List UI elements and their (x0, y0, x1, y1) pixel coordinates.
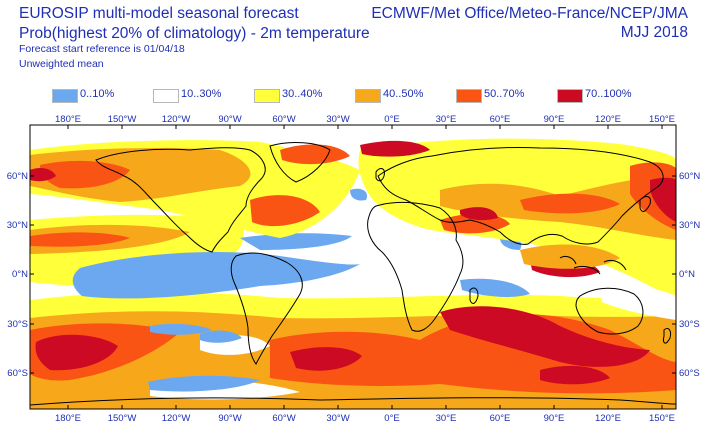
coastline-africa (367, 201, 464, 332)
lon-label: 60°W (272, 413, 295, 424)
lon-label: 90°W (218, 413, 241, 424)
legend-swatch (355, 89, 381, 103)
lon-label: 30°E (436, 413, 457, 424)
shade-70-100 (290, 347, 362, 371)
map-panel: 180°E 150°W 120°W 90°W 60°W 30°W 0°E 30°… (0, 110, 706, 439)
coastline-north-america (95, 147, 266, 253)
legend-label: 0..10% (80, 88, 115, 100)
lon-label: 0°E (384, 114, 399, 125)
shade-10-30 (600, 287, 676, 320)
lon-labels-top: 180°E 150°W 120°W 90°W 60°W 30°W 0°E 30°… (55, 114, 675, 125)
shade-50-70 (30, 232, 130, 247)
lon-label: 30°E (436, 114, 457, 125)
coastline-madagascar (469, 287, 479, 304)
lat-labels-right: 60°N 30°N 0°N 30°S 60°S (679, 171, 700, 379)
lat-label: 30°N (679, 220, 700, 231)
shade-70-100 (35, 334, 118, 371)
lon-label: 180°E (55, 114, 81, 125)
shade-50-70 (280, 144, 350, 165)
shade-70-100 (460, 207, 498, 221)
centres-label: ECMWF/Met Office/Meteo-France/NCEP/JMA (371, 5, 688, 22)
shade-70-100 (360, 140, 430, 157)
lat-label: 60°N (7, 171, 28, 182)
shade-0-10 (350, 188, 368, 201)
lon-label: 120°E (595, 413, 621, 424)
lat-label: 0°N (12, 269, 28, 280)
legend-label: 70..100% (585, 88, 632, 100)
lat-label: 0°N (679, 269, 695, 280)
shade-70-100 (30, 168, 56, 182)
lon-label: 60°W (272, 114, 295, 125)
weighting-note: Unweighted mean (19, 58, 104, 70)
coastline-uk (375, 168, 385, 182)
coastline-australia (575, 287, 644, 335)
lon-label: 150°E (649, 413, 675, 424)
axis-ticks (30, 125, 676, 409)
shade-70-100 (650, 177, 676, 222)
coastline-islands (559, 255, 627, 275)
lon-label: 90°W (218, 114, 241, 125)
lat-label: 30°S (7, 319, 28, 330)
lon-label: 180°E (55, 413, 81, 424)
coastlines (30, 142, 676, 406)
map-subtitle: Prob(highest 20% of climatology) - 2m te… (19, 25, 370, 42)
probability-field (30, 125, 676, 409)
shade-0-10 (200, 330, 242, 343)
lon-label: 60°E (490, 413, 511, 424)
legend-label: 40..50% (383, 88, 424, 100)
lon-label: 30°W (326, 114, 349, 125)
lon-label: 120°W (162, 413, 191, 424)
shade-0-10 (148, 375, 260, 392)
shade-40-50 (520, 244, 620, 269)
legend-swatch (153, 89, 179, 103)
lat-labels-left: 60°N 30°N 0°N 30°S 60°S (7, 171, 28, 379)
legend-swatch (52, 89, 78, 103)
lon-label: 90°E (544, 413, 565, 424)
shade-10-30 (380, 227, 450, 250)
coastline-antarctica (30, 397, 676, 406)
lat-label: 30°S (679, 319, 700, 330)
period-label: MJJ 2018 (620, 24, 688, 41)
shade-0-10 (150, 323, 212, 335)
lon-label: 60°E (490, 114, 511, 125)
lon-label: 150°E (649, 114, 675, 125)
legend-swatch (254, 89, 280, 103)
shade-0-10 (240, 233, 352, 250)
lon-label: 120°E (595, 114, 621, 125)
map-title: EUROSIP multi-model seasonal forecast (19, 5, 299, 22)
lon-label: 150°W (108, 413, 137, 424)
lat-label: 60°S (679, 368, 700, 379)
shade-70-100 (540, 365, 610, 385)
shade-50-70 (250, 195, 320, 227)
lon-label: 30°W (326, 413, 349, 424)
legend-swatch (456, 89, 482, 103)
forecast-map: 180°E 150°W 120°W 90°W 60°W 30°W 0°E 30°… (7, 114, 701, 424)
lon-label: 0°E (384, 413, 399, 424)
lon-label: 90°E (544, 114, 565, 125)
coastline-new-zealand (663, 327, 671, 344)
legend-label: 10..30% (181, 88, 222, 100)
coastline-south-america (230, 252, 303, 365)
lon-label: 120°W (162, 114, 191, 125)
legend-label: 30..40% (282, 88, 323, 100)
lon-labels-bottom: 180°E 150°W 120°W 90°W 60°W 30°W 0°E 30°… (55, 413, 675, 424)
lat-label: 60°S (7, 368, 28, 379)
legend-swatch (557, 89, 583, 103)
shade-50-70 (520, 193, 620, 214)
lat-label: 30°N (7, 220, 28, 231)
shade-70-100 (440, 306, 650, 367)
coastline-japan (639, 196, 651, 212)
coastline-greenland (269, 142, 331, 183)
lat-label: 60°N (679, 171, 700, 182)
legend-label: 50..70% (484, 88, 525, 100)
coastline-eurasia (377, 146, 664, 245)
lon-label: 150°W (108, 114, 137, 125)
map-frame (29, 124, 677, 410)
forecast-reference: Forecast start reference is 01/04/18 (19, 43, 185, 55)
